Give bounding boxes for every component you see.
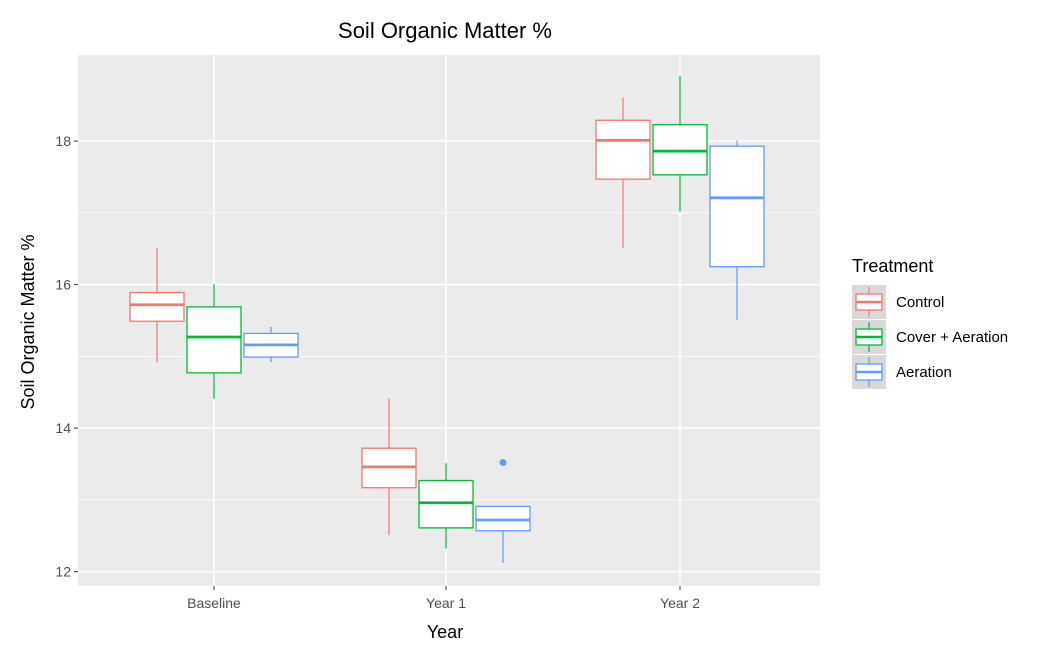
boxplot <box>595 97 651 249</box>
legend-label: Aeration <box>896 364 952 381</box>
box <box>652 123 708 176</box>
box <box>129 291 185 322</box>
y-tick-label: 14 <box>55 420 71 436</box>
box <box>475 505 531 532</box>
boxplot <box>652 75 708 212</box>
boxplot <box>709 140 765 320</box>
boxplot <box>186 283 242 399</box>
x-axis-title: Year <box>427 622 463 642</box>
y-axis-title: Soil Organic Matter % <box>18 234 38 409</box>
y-tick-label: 16 <box>55 277 71 293</box>
box <box>595 119 651 180</box>
box <box>418 479 474 529</box>
plot-panel: 12 14 16 18 Baseline Year 1 Year 2 <box>55 55 820 611</box>
y-tick-label: 18 <box>55 133 71 149</box>
x-tick-label: Baseline <box>187 595 241 611</box>
y-tick-label: 12 <box>55 564 71 580</box>
legend-title: Treatment <box>852 256 933 276</box>
boxplot <box>475 459 531 564</box>
legend-label: Cover + Aeration <box>896 329 1008 346</box>
boxplot <box>243 326 299 363</box>
chart-title: Soil Organic Matter % <box>338 18 552 43</box>
outlier-point <box>499 459 507 467</box>
boxplot <box>361 398 417 536</box>
legend-label: Control <box>896 294 944 311</box>
box <box>186 306 242 374</box>
x-tick-label: Year 1 <box>426 595 466 611</box>
box <box>709 145 765 268</box>
boxplot <box>418 463 474 549</box>
legend: Treatment Control Cover + Aeration Aeratio… <box>852 256 1008 389</box>
boxplot <box>129 248 185 363</box>
x-tick-label: Year 2 <box>660 595 700 611</box>
